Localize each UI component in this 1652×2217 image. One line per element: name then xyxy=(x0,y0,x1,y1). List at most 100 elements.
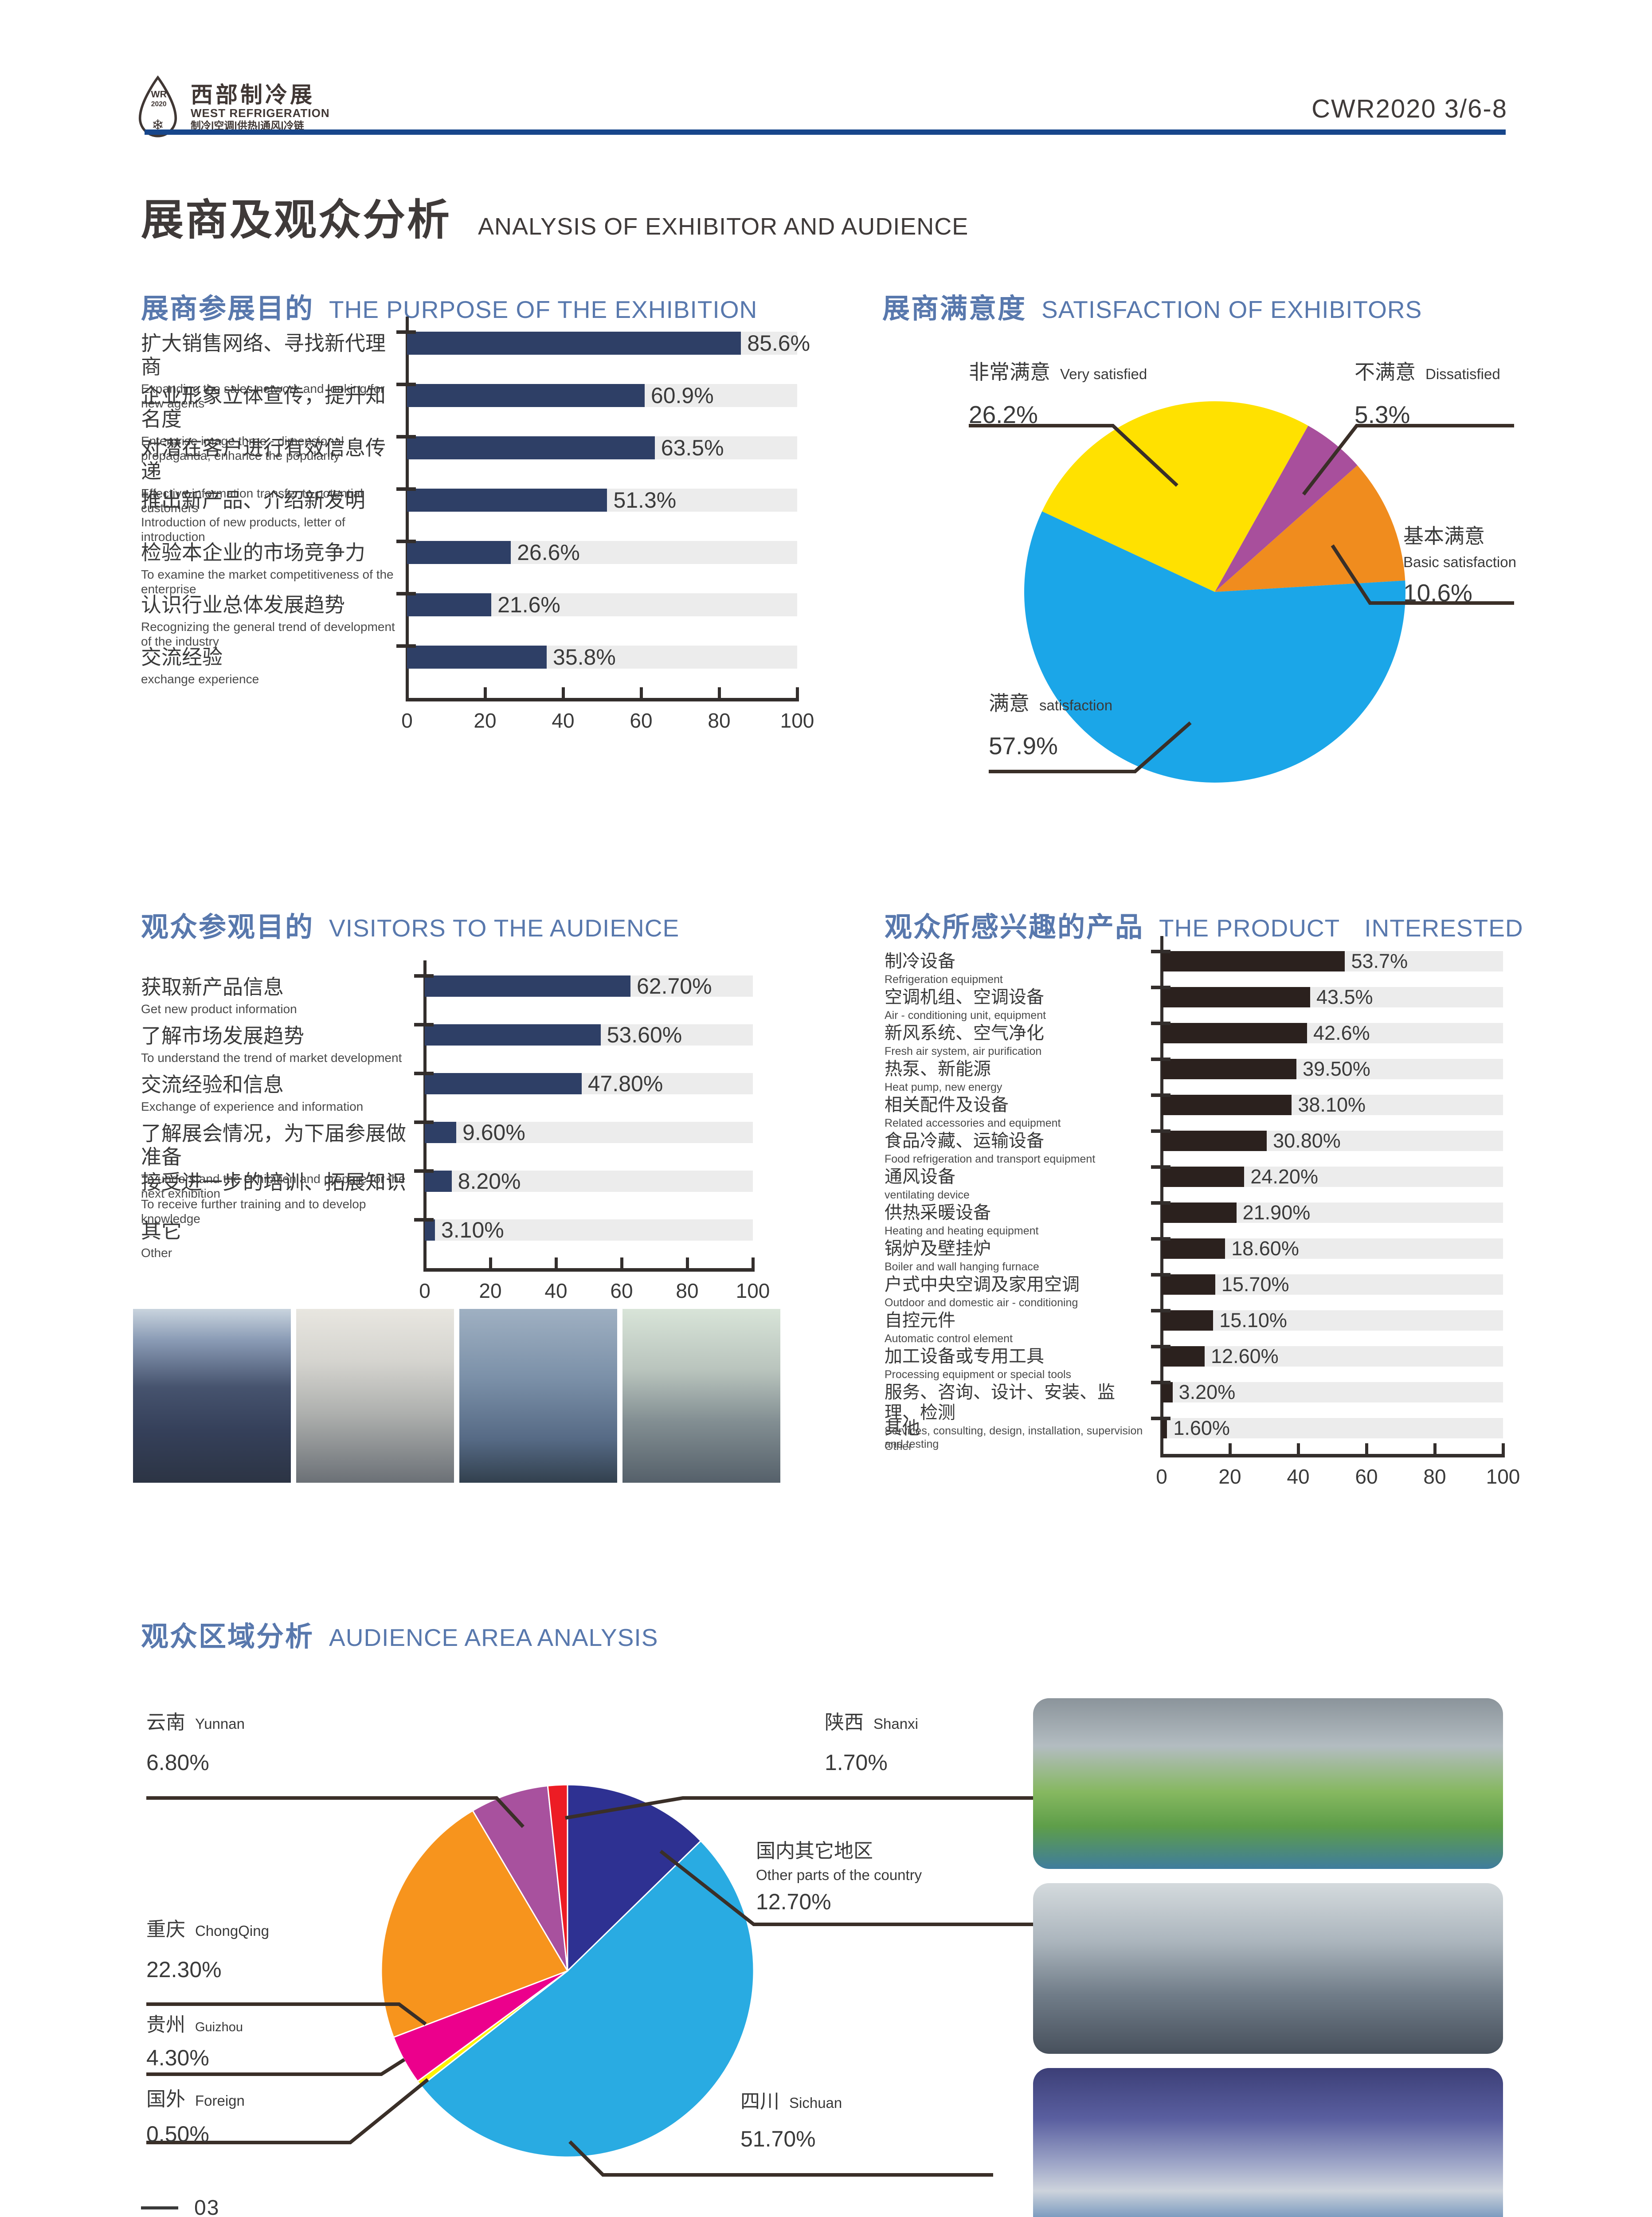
bar-label: 其他 Other xyxy=(885,1418,1162,1453)
pie-label-dissatisfied: 不满意 Dissatisfied 5.3% xyxy=(1354,356,1500,429)
bar-row: 新风系统、空气净化 Fresh air system, air purifica… xyxy=(885,1022,1576,1059)
bar-row: 其它 Other 3.10% xyxy=(141,1218,833,1268)
bar-label-en: Processing equipment or special tools xyxy=(885,1368,1072,1381)
bar-label: 认识行业总体发展趋势 Recognizing the general trend… xyxy=(141,593,407,649)
axis-tick-label: 80 xyxy=(676,1279,699,1302)
bar-label-en: To understand the exhibition and prepare… xyxy=(141,1171,406,1201)
bar-fill xyxy=(1162,1167,1245,1187)
section-title-en: THE PURPOSE OF THE EXHIBITION xyxy=(329,296,758,323)
pie-slice xyxy=(1042,401,1308,592)
pie-slice xyxy=(547,1784,568,1971)
exhibition-photo xyxy=(1033,2068,1503,2217)
pie-label-zh: 不满意 xyxy=(1354,360,1416,384)
leader-line xyxy=(146,2058,406,2076)
bar-label-en: Air - conditioning unit, equipment xyxy=(885,1009,1046,1022)
pie-label-zh: 非常满意 xyxy=(969,360,1050,384)
bar-label-zh: 服务、咨询、设计、安装、监理、检测 xyxy=(885,1383,1115,1422)
axis-tick-label: 0 xyxy=(419,1279,431,1302)
bar-label-zh: 户式中央空调及家用空调 xyxy=(885,1275,1080,1294)
axis-tick-mark xyxy=(639,687,643,701)
axis-tick-label: 60 xyxy=(1355,1465,1378,1488)
bar-row: 热泵、新能源 Heat pump, new energy 39.50% xyxy=(885,1058,1576,1095)
pie-label-basic-satisfaction: 基本满意 Basic satisfaction 10.6% xyxy=(1403,520,1516,607)
axis-tick-mark xyxy=(483,687,487,701)
bar-fill xyxy=(1162,1382,1173,1402)
pie-label-value: 51.70% xyxy=(740,2127,816,2151)
bar-row: 服务、咨询、设计、安装、监理、检测 Services, consulting, … xyxy=(885,1381,1576,1450)
bar-track: 38.10% xyxy=(1151,1093,1503,1116)
bar-label-zh: 获取新产品信息 xyxy=(141,975,284,999)
bar-track: 51.3% xyxy=(396,487,797,513)
bar-fill xyxy=(1162,1095,1292,1115)
bar-label: 制冷设备 Refrigeration equipment xyxy=(885,951,1162,986)
bar-label-en: Exchange of experience and information xyxy=(141,1099,364,1113)
bar-value: 39.50% xyxy=(1303,1058,1370,1080)
bar-row: 食品冷藏、运输设备 Food refrigeration and transpo… xyxy=(885,1129,1576,1167)
bar-label-en: Get new product information xyxy=(141,1002,297,1016)
pie-label-zh: 国外 xyxy=(146,2088,185,2110)
bar-fill xyxy=(425,1171,452,1192)
pie-label-value: 10.6% xyxy=(1403,579,1472,607)
bar-label-en: Heat pump, new energy xyxy=(885,1081,1002,1093)
bar-label-zh: 其它 xyxy=(141,1219,182,1242)
section-title-en: AUDIENCE AREA ANALYSIS xyxy=(329,1624,658,1651)
bar-track: 39.50% xyxy=(1151,1058,1503,1080)
bar-fill xyxy=(1162,1131,1267,1151)
bar-track: 12.60% xyxy=(1151,1345,1503,1367)
bar-label: 供热采暖设备 Heating and heating equipment xyxy=(885,1203,1162,1238)
bar-fill xyxy=(1162,987,1310,1007)
section-title-en: THE PRODUCT INTERESTED xyxy=(1159,914,1523,942)
photo-column xyxy=(1033,1698,1503,2217)
bar-label-zh: 热泵、新能源 xyxy=(885,1059,991,1079)
axis-tick-label: 80 xyxy=(1423,1465,1446,1488)
bar-fill xyxy=(407,646,547,669)
bar-label-zh: 其他 xyxy=(885,1418,920,1438)
leader-line xyxy=(659,1849,1046,1926)
pie-label-value: 5.3% xyxy=(1354,401,1410,428)
bar-row: 制冷设备 Refrigeration equipment 53.7% xyxy=(885,950,1576,987)
pie-label-yunnan: 云南 Yunnan 6.80% xyxy=(146,1706,245,1775)
bar-label-zh: 供热采暖设备 xyxy=(885,1203,991,1222)
bar-label-zh: 认识行业总体发展趋势 xyxy=(141,593,345,616)
leader-line xyxy=(146,2002,427,2026)
section-title-zh: 展商参展目的 xyxy=(141,294,314,324)
bar-label-zh: 空调机组、空调设备 xyxy=(885,987,1044,1007)
bar-row: 相关配件及设备 Related accessories and equipmen… xyxy=(885,1093,1576,1131)
pie-label-en: satisfaction xyxy=(1039,697,1113,713)
bar-row: 户式中央空调及家用空调 Outdoor and domestic air - c… xyxy=(885,1273,1576,1310)
axis-tick-label: 100 xyxy=(780,709,814,732)
section-title: 展商参展目的 THE PURPOSE OF THE EXHIBITION xyxy=(141,286,877,324)
bar-track: 53.7% xyxy=(1151,950,1503,972)
bar-track: 21.90% xyxy=(1151,1201,1503,1224)
bar-value: 3.10% xyxy=(441,1218,504,1242)
chart-product-interest: 观众所感兴趣的产品 THE PRODUCT INTERESTED 制冷设备 Re… xyxy=(885,905,1576,1488)
section-title: 观众参观目的 VISITORS TO THE AUDIENCE xyxy=(141,905,833,943)
bar-value: 42.6% xyxy=(1313,1022,1370,1044)
section-title-zh: 展商满意度 xyxy=(882,294,1027,324)
bar-label: 了解市场发展趋势 To understand the trend of mark… xyxy=(141,1024,425,1065)
bar-label-zh: 检验本企业的市场竞争力 xyxy=(141,541,365,564)
bar-fill xyxy=(407,436,655,459)
bar-value: 15.70% xyxy=(1221,1273,1289,1296)
section-title: 观众区域分析 AUDIENCE AREA ANALYSIS xyxy=(141,1614,658,1652)
leader-line xyxy=(568,2140,993,2177)
bar-label-zh: 自控元件 xyxy=(885,1311,955,1330)
bar-label-en: exchange experience xyxy=(141,672,259,686)
bar-track: 8.20% xyxy=(414,1169,753,1194)
axis-tick-label: 40 xyxy=(1287,1465,1310,1488)
pie-label-zh: 四川 xyxy=(740,2091,779,2112)
bar-value: 8.20% xyxy=(458,1169,521,1194)
leader-line xyxy=(146,1796,525,1828)
section-title: 观众所感兴趣的产品 THE PRODUCT INTERESTED xyxy=(885,905,1576,943)
bar-row: 自控元件 Automatic control element 15.10% xyxy=(885,1309,1576,1346)
bar-label: 空调机组、空调设备 Air - conditioning unit, equip… xyxy=(885,987,1162,1022)
pie-label-value: 22.30% xyxy=(146,1957,222,1982)
bar-label-en: To receive further training and to devel… xyxy=(141,1197,366,1226)
section-title: 展商满意度 SATISFACTION OF EXHIBITORS xyxy=(882,286,1552,324)
bar-label: 相关配件及设备 Related accessories and equipmen… xyxy=(885,1095,1162,1130)
bar-value: 26.6% xyxy=(517,540,580,565)
pie-label-value: 26.2% xyxy=(969,401,1038,428)
bar-value: 62.70% xyxy=(636,974,712,999)
exhibition-photo xyxy=(1033,1698,1503,1869)
pie-label-zh: 云南 xyxy=(146,1712,185,1733)
